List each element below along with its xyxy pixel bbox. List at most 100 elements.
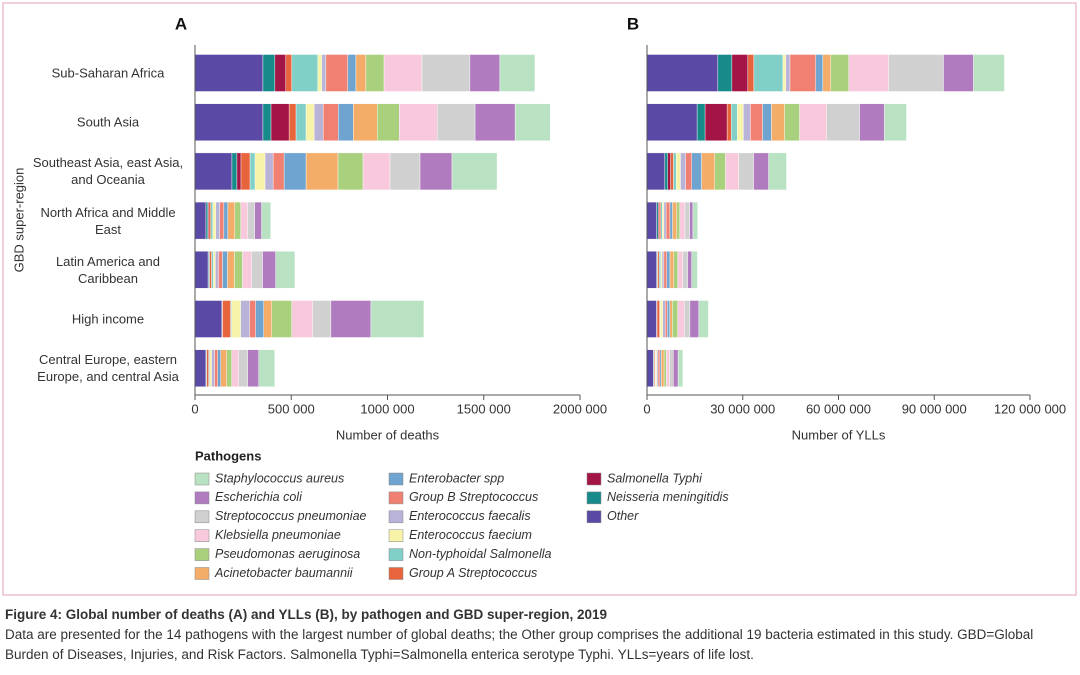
legend-swatch: [388, 548, 404, 561]
bar-segment: [262, 54, 276, 92]
legend-swatch: [194, 567, 210, 580]
bar-segment: [194, 152, 233, 191]
bar-segment: [254, 201, 262, 240]
bar-segment: [665, 201, 671, 240]
bar-segment: [657, 349, 661, 387]
bar-segment: [227, 251, 235, 289]
bar-segment: [209, 251, 212, 289]
bar-segment: [263, 300, 273, 338]
bar-segment: [726, 103, 732, 141]
bar-segment: [660, 201, 663, 240]
bar-segment: [194, 54, 264, 92]
bar-segment: [231, 300, 241, 338]
bar-segment: [211, 251, 214, 289]
legend-title: Pathogens: [195, 448, 261, 463]
y-tick-label: High income: [71, 311, 145, 327]
bar-segment: [218, 251, 223, 289]
bar-segment: [247, 349, 259, 387]
bar-segment: [665, 300, 668, 338]
legend-label: Group B Streptococcus: [409, 490, 538, 504]
bar-segment: [215, 251, 219, 289]
bar-segment: [743, 103, 751, 141]
legend-label: Acinetobacter baumannii: [214, 566, 354, 580]
bar-segment: [848, 54, 889, 92]
bar-segment: [399, 103, 438, 141]
panel-label: B: [627, 14, 639, 33]
bar-segment: [687, 251, 692, 289]
bar-segment: [677, 300, 685, 338]
bar-segment: [295, 103, 307, 141]
bar-segment: [673, 152, 677, 191]
bar-segment: [663, 201, 667, 240]
bar-segment: [669, 201, 673, 240]
bar-segment: [419, 152, 453, 191]
bar-segment: [677, 251, 683, 289]
bar-segment: [317, 54, 323, 92]
bar-segment: [330, 300, 372, 338]
bar-segment: [677, 349, 684, 387]
bar-segment: [646, 349, 654, 387]
y-axis-label: GBD super-region: [11, 168, 26, 273]
bar-segment: [347, 54, 357, 92]
bar-segment: [499, 54, 536, 92]
bar-segment: [646, 103, 698, 141]
bar-segment: [236, 152, 242, 191]
bar-segment: [646, 152, 666, 191]
bar-segment: [254, 152, 266, 191]
bar-segment: [888, 54, 944, 92]
bar-segment: [451, 152, 498, 191]
bar-segment: [210, 201, 213, 240]
bar-segment: [660, 300, 663, 338]
bar-segment: [646, 54, 719, 92]
bar-segment: [789, 54, 817, 92]
bar-segment: [676, 201, 681, 240]
bar-segment: [884, 103, 907, 141]
legend-label: Other: [607, 509, 639, 523]
legend-swatch: [194, 510, 210, 524]
x-tick-label: 500 000: [268, 401, 315, 416]
legend-label: Salmonella Typhi: [607, 471, 703, 485]
bar-segment: [698, 300, 709, 338]
bar-segment: [714, 152, 726, 191]
bar-segment: [683, 300, 691, 338]
legend-swatch: [586, 472, 602, 486]
y-tick-label: Central Europe, eastern Europe, and cent…: [37, 352, 179, 385]
bar-segment: [313, 103, 324, 141]
bar-segment: [370, 300, 425, 338]
bar-segment: [658, 251, 661, 289]
bar-segment: [222, 300, 231, 338]
legend-swatch: [388, 567, 404, 580]
y-tick-label: Latin America and Caribbean: [55, 253, 161, 286]
bar-segment: [663, 349, 667, 387]
bar-segment: [383, 54, 423, 92]
bar-segment: [784, 103, 800, 141]
legend-label: Group A Streptococcus: [409, 566, 537, 580]
bar-segment: [474, 103, 516, 141]
bar-segment: [704, 103, 728, 141]
legend-swatch: [388, 510, 404, 524]
bar-segment: [234, 201, 242, 240]
legend-swatch: [586, 510, 602, 524]
bar-segment: [667, 300, 671, 338]
bar-segment: [355, 54, 367, 92]
bar-segment: [206, 349, 209, 387]
bar-segment: [231, 349, 239, 387]
x-tick-label: 1500 000: [457, 401, 511, 416]
bar-segment: [657, 251, 660, 289]
bar-segment: [656, 300, 660, 338]
bar-segment: [337, 152, 364, 191]
bar-segment: [275, 251, 296, 289]
bar-segment: [667, 152, 671, 191]
legend-label: Pseudomonas aeruginosa: [215, 547, 360, 561]
bar-segment: [859, 103, 885, 141]
bar-segment: [782, 54, 787, 92]
bar-segment: [305, 103, 315, 141]
legend-label: Klebsiella pneumoniae: [215, 528, 341, 542]
bar-segment: [646, 300, 657, 338]
x-axis-label: Number of YLLs: [792, 427, 886, 442]
caption-title: Figure 4: Global number of deaths (A) an…: [5, 607, 608, 622]
bar-segment: [670, 152, 674, 191]
bar-segment: [661, 251, 665, 289]
x-tick-label: 60 000 000: [806, 401, 871, 416]
bar-segment: [249, 152, 256, 191]
